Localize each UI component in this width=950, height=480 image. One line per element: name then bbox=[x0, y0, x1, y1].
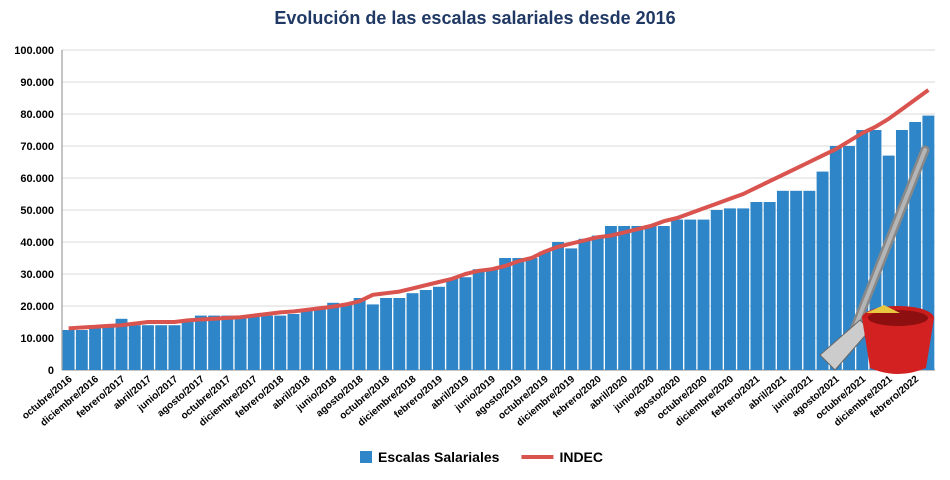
bar bbox=[803, 190, 816, 370]
bar bbox=[89, 328, 102, 370]
bar bbox=[763, 202, 776, 370]
y-tick-label: 50.000 bbox=[20, 205, 54, 217]
bar bbox=[644, 226, 657, 370]
bar bbox=[287, 314, 300, 370]
bar bbox=[710, 210, 723, 370]
legend-swatch bbox=[360, 451, 372, 463]
bar bbox=[142, 325, 154, 370]
y-tick-label: 20.000 bbox=[20, 301, 54, 313]
bar bbox=[882, 155, 895, 370]
line bbox=[68, 88, 930, 331]
bar bbox=[816, 171, 829, 370]
bar bbox=[300, 310, 313, 370]
bar bbox=[829, 146, 842, 370]
bar bbox=[776, 190, 789, 370]
bar bbox=[737, 208, 750, 370]
bar bbox=[552, 242, 564, 370]
bar bbox=[499, 258, 512, 370]
bar bbox=[313, 309, 326, 370]
bar bbox=[750, 202, 763, 370]
bar bbox=[194, 315, 207, 370]
bar bbox=[62, 330, 75, 370]
y-tick-label: 0 bbox=[48, 365, 54, 377]
bar bbox=[538, 251, 551, 370]
bar bbox=[234, 315, 247, 370]
bar bbox=[856, 130, 869, 370]
y-tick-label: 30.000 bbox=[20, 269, 54, 281]
bar bbox=[208, 315, 221, 370]
bar bbox=[578, 238, 591, 370]
bar bbox=[922, 115, 935, 370]
bar bbox=[221, 315, 234, 370]
bar bbox=[75, 330, 88, 370]
bar bbox=[128, 325, 141, 370]
legend-label: INDEC bbox=[559, 449, 603, 465]
bar bbox=[909, 122, 922, 370]
bar bbox=[684, 219, 697, 370]
bar bbox=[591, 235, 604, 370]
bar bbox=[459, 277, 472, 370]
bar bbox=[155, 325, 168, 370]
y-tick-label: 80.000 bbox=[20, 109, 54, 121]
legend-label: Escalas Salariales bbox=[378, 449, 500, 465]
bar bbox=[181, 322, 194, 370]
bar bbox=[631, 226, 644, 370]
bar bbox=[657, 226, 670, 370]
bar bbox=[102, 326, 115, 370]
bar bbox=[327, 302, 340, 370]
y-tick-label: 70.000 bbox=[20, 141, 54, 153]
bar bbox=[895, 130, 908, 370]
y-tick-label: 90.000 bbox=[20, 77, 54, 89]
y-tick-label: 60.000 bbox=[20, 173, 54, 185]
bar bbox=[604, 226, 617, 370]
bar bbox=[406, 293, 419, 370]
bar bbox=[353, 298, 366, 370]
bar bbox=[724, 208, 736, 370]
chart-title: Evolución de las escalas salariales desd… bbox=[274, 8, 675, 28]
bar bbox=[671, 219, 684, 370]
bar bbox=[261, 315, 273, 370]
bar bbox=[618, 226, 631, 370]
bar bbox=[340, 304, 353, 370]
bar bbox=[869, 130, 882, 370]
bar bbox=[419, 290, 432, 370]
bar bbox=[525, 258, 538, 370]
y-tick-label: 100.000 bbox=[14, 45, 54, 57]
y-tick-label: 40.000 bbox=[20, 237, 54, 249]
bar bbox=[697, 219, 710, 370]
bar bbox=[446, 278, 459, 370]
bar bbox=[274, 315, 287, 370]
bar bbox=[512, 258, 525, 370]
bar bbox=[247, 315, 260, 370]
bar bbox=[472, 269, 485, 370]
broom-bucket-illustration bbox=[819, 145, 934, 374]
bar bbox=[168, 325, 181, 370]
bar bbox=[115, 318, 128, 370]
bar bbox=[790, 190, 803, 370]
bar bbox=[843, 146, 855, 370]
y-tick-label: 10.000 bbox=[20, 333, 54, 345]
bar bbox=[433, 286, 445, 370]
bar bbox=[565, 248, 578, 370]
bar bbox=[485, 269, 498, 370]
bar bbox=[393, 298, 406, 370]
bar bbox=[380, 298, 393, 370]
bar bbox=[366, 304, 379, 370]
